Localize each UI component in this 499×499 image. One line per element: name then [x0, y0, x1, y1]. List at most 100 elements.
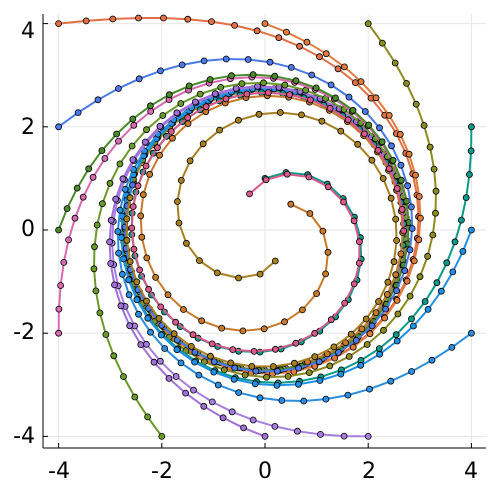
trajectory-point	[421, 298, 429, 305]
trajectory-point	[313, 290, 321, 298]
trajectory-point	[210, 358, 218, 366]
trajectory-point	[202, 103, 210, 111]
trajectory-point	[342, 339, 350, 347]
trajectory-point	[182, 389, 190, 397]
trajectory-point	[184, 15, 192, 23]
trajectory-point	[315, 358, 323, 366]
trajectory-point	[121, 185, 129, 193]
trajectory-point	[112, 195, 120, 203]
trajectory-point	[142, 162, 150, 170]
trajectory-point	[273, 367, 281, 375]
trajectory-point	[261, 432, 269, 440]
trajectory-point	[322, 395, 330, 403]
trajectory-point	[110, 352, 118, 360]
trajectory-point	[157, 331, 165, 339]
trajectory-point	[305, 369, 313, 377]
x-tick-label-0: 0	[258, 459, 272, 484]
trajectory-point	[344, 391, 352, 399]
trajectory-point	[306, 210, 314, 217]
trajectory-point	[415, 236, 423, 244]
trajectory-point	[187, 342, 195, 350]
trajectory-point	[55, 123, 62, 131]
trajectory-point	[98, 147, 106, 155]
trajectory-point	[208, 18, 215, 26]
trajectory-point	[256, 270, 264, 278]
trajectory-point	[263, 373, 270, 381]
trajectory-point	[208, 340, 216, 348]
trajectory-point	[168, 134, 176, 142]
trajectory-point	[340, 63, 348, 71]
trajectory-point	[71, 214, 79, 222]
trajectory-point	[375, 298, 382, 305]
trajectory-point	[153, 144, 161, 152]
trajectory-point	[406, 292, 414, 300]
trajectory-point	[392, 215, 400, 223]
trajectory-point	[465, 171, 473, 178]
trajectory-point	[156, 151, 163, 159]
trajectory-point	[298, 111, 305, 119]
trajectory-point	[459, 247, 467, 255]
trajectory-point	[379, 174, 387, 182]
trajectory-point	[191, 358, 199, 366]
trajectory-point	[394, 310, 402, 318]
trajectory-point	[335, 348, 342, 356]
trajectory-point	[416, 273, 424, 281]
trajectory-point	[424, 252, 432, 260]
trajectory-point	[251, 380, 259, 388]
trajectory-point	[381, 314, 389, 322]
trajectory-point	[437, 287, 445, 295]
y-tick-label-0: 0	[21, 217, 35, 242]
x-tick-label-minus4: -4	[48, 459, 70, 484]
trajectory-point	[117, 234, 125, 241]
trajectory-point	[254, 82, 261, 90]
trajectory-point	[384, 278, 392, 286]
trajectory-point	[462, 194, 470, 202]
trajectory-point	[261, 20, 269, 28]
trajectory-point	[109, 15, 117, 23]
trajectory-point	[311, 353, 319, 361]
trajectory-point	[305, 173, 313, 181]
trajectory-point	[316, 377, 324, 384]
trajectory-point	[281, 81, 289, 89]
trajectory-point	[134, 182, 142, 190]
trajectory-point	[292, 339, 300, 347]
trajectory-point	[241, 371, 249, 379]
trajectory-point	[398, 205, 406, 213]
trajectory-point	[228, 72, 235, 80]
trajectory-point	[408, 368, 416, 375]
trajectory-point	[271, 257, 279, 265]
trajectory-point	[357, 78, 365, 85]
trajectory-point	[331, 94, 339, 102]
trajectory-point	[111, 281, 118, 289]
trajectory-point	[319, 227, 327, 235]
trajectory-point	[403, 277, 411, 285]
trajectory-point	[130, 245, 138, 253]
trajectory-point	[264, 89, 272, 96]
trajectory-point	[306, 96, 314, 104]
trajectory-point	[451, 238, 459, 246]
trajectory-series	[123, 109, 401, 370]
trajectory-point	[355, 238, 363, 246]
trajectory-point	[416, 214, 424, 222]
trajectory-point	[227, 359, 235, 367]
trajectory-point	[408, 315, 415, 323]
trajectory-point	[365, 121, 373, 129]
trajectory-point	[388, 142, 395, 150]
trajectory-point	[146, 170, 154, 178]
trajectory-point	[138, 233, 146, 241]
x-tick-label-2: 2	[362, 459, 376, 484]
trajectory-point	[73, 184, 81, 192]
trajectory-point	[159, 112, 167, 119]
trajectory-point	[380, 326, 387, 334]
trajectory-point	[364, 432, 372, 440]
trajectory-point	[298, 306, 306, 314]
trajectory-point	[135, 310, 142, 318]
trajectory-point	[340, 198, 348, 206]
trajectory-point	[172, 318, 180, 326]
trajectory-point	[55, 329, 62, 337]
trajectory-point	[282, 28, 290, 36]
trajectory-point	[443, 259, 451, 267]
trajectory-point	[90, 265, 98, 273]
trajectory-point	[410, 257, 418, 265]
trajectory-point	[200, 402, 208, 410]
